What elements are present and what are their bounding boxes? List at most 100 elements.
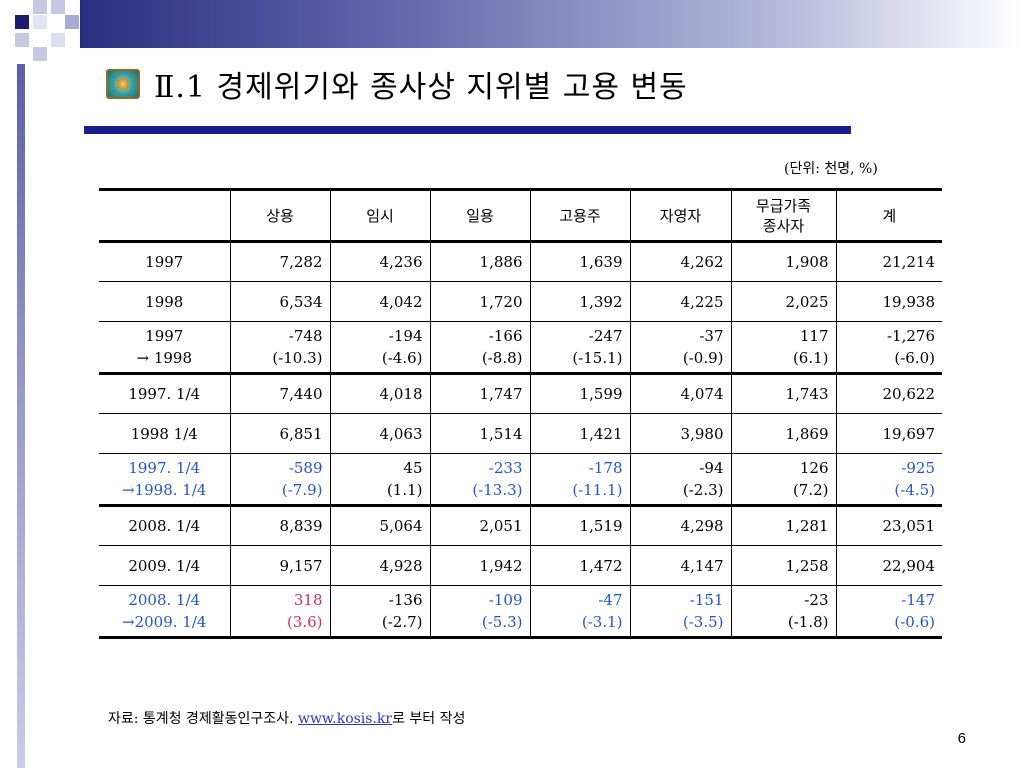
row-label: 2008. 1/4 →2009. 1/4 [99,585,230,638]
deco-square-7 [33,47,47,61]
deco-square-2 [51,0,65,14]
row-label: 2009. 1/4 [99,545,230,586]
table-cell: 1,392 [529,281,630,322]
table-cell: -589 (-7.9) [229,453,330,506]
table-cell: 5,064 [329,505,430,546]
row-label: 1997 [99,241,230,282]
page-title: Ⅱ.1 경제위기와 종사상 지위별 고용 변동 [154,70,688,105]
column-header: 고용주 [529,189,630,242]
column-header: 무급가족 종사자 [730,189,836,242]
deco-square-3 [65,15,79,29]
table-cell: 1,908 [730,241,836,282]
table-cell: 1,886 [429,241,530,282]
table-cell: -136 (-2.7) [329,585,430,638]
table-cell: 4,147 [629,545,731,586]
row-label: 1997. 1/4 [99,373,230,414]
page-number: 6 [957,730,966,747]
title-underline [84,126,851,134]
deco-square-1 [33,0,47,14]
deco-square-6 [51,33,65,47]
table-cell: 45 (1.1) [329,453,430,506]
left-vertical-bar [17,64,25,768]
globe-logo-icon [106,69,140,99]
table-cell: 4,262 [629,241,731,282]
table-row: 2009. 1/4 9,157 4,928 1,942 1,472 4,147 1,258 2… [99,545,942,586]
table-cell: -178 (-11.1) [529,453,630,506]
table-cell: -1,276 (-6.0) [835,321,942,374]
table-cell: 1,599 [529,373,630,414]
table-cell: 318 (3.6) [229,585,330,638]
row-label: 1998 1/4 [99,413,230,454]
table-cell: 2,025 [730,281,836,322]
table-cell: -109 (-5.3) [429,585,530,638]
title-row: Ⅱ.1 경제위기와 종사상 지위별 고용 변동 [106,64,688,105]
table-cell: 1,743 [730,373,836,414]
table-cell: 7,282 [229,241,330,282]
deco-square-5 [15,33,29,47]
table-cell: 2,051 [429,505,530,546]
column-header: 상용 [229,189,330,242]
table-cell: 1,942 [429,545,530,586]
table-cell: -925 (-4.5) [835,453,942,506]
table-cell: 4,928 [329,545,430,586]
table-cell: 4,063 [329,413,430,454]
column-header: 임시 [329,189,430,242]
table-cell: 4,236 [329,241,430,282]
table-cell: -748 (-10.3) [229,321,330,374]
table-row: 1998 6,534 4,042 1,720 1,392 4,225 2,025 19,938 [99,281,942,322]
employment-table: 상용 임시 일용 고용주 자영자 무급가족 종사자 계 1997 7,282 4,236 1,886… [99,188,942,639]
table-cell: 1,472 [529,545,630,586]
table-cell: 1,639 [529,241,630,282]
table-cell: 4,074 [629,373,731,414]
source-prefix: 자료: 통계청 경제활동인구조사. [108,711,298,727]
table-cell: 1,421 [529,413,630,454]
source-suffix: 로 부터 작성 [392,711,466,727]
table-cell: 19,938 [835,281,942,322]
row-label: 1997 → 1998 [99,321,230,374]
table-cell: 1,720 [429,281,530,322]
table-cell: 126 (7.2) [730,453,836,506]
header-corner-cell [99,189,230,242]
table-cell: -247 (-15.1) [529,321,630,374]
row-label: 2008. 1/4 [99,505,230,546]
unit-label: (단위: 천명, %) [784,161,878,177]
column-header: 자영자 [629,189,731,242]
table-cell: 8,839 [229,505,330,546]
table-cell: 1,281 [730,505,836,546]
table-cell: -47 (-3.1) [529,585,630,638]
table-cell: 1,514 [429,413,530,454]
table-cell: 1,747 [429,373,530,414]
source-note: 자료: 통계청 경제활동인구조사. www.kosis.kr로 부터 작성 [108,708,465,728]
table-cell: -23 (-1.8) [730,585,836,638]
table-cell: 22,904 [835,545,942,586]
table-header-row: 상용 임시 일용 고용주 자영자 무급가족 종사자 계 [99,189,942,242]
table-cell: 9,157 [229,545,330,586]
table-cell: 21,214 [835,241,942,282]
top-banner [80,0,1024,48]
table-cell: -194 (-4.6) [329,321,430,374]
table-cell: -166 (-8.8) [429,321,530,374]
table-row: 1998 1/4 6,851 4,063 1,514 1,421 3,980 1,869 19… [99,413,942,454]
column-header: 일용 [429,189,530,242]
table-cell: 4,042 [329,281,430,322]
table-cell: 20,622 [835,373,942,414]
table-cell: 1,258 [730,545,836,586]
table-cell: 3,980 [629,413,731,454]
table-row: 1997 → 1998 -748 (-10.3) -194 (-4.6) -166 (-8.8… [99,321,942,374]
table-cell: 117 (6.1) [730,321,836,374]
table-cell: 19,697 [835,413,942,454]
kosis-link[interactable]: www.kosis.kr [297,711,393,727]
table-cell: -94 (-2.3) [629,453,731,506]
column-header: 계 [835,189,942,242]
table-row: 1997. 1/4 →1998. 1/4 -589 (-7.9) 45 (1.1) -233… [99,453,942,506]
table-row: 1997 7,282 4,236 1,886 1,639 4,262 1,908 21,214 [99,241,942,282]
table-cell: -37 (-0.9) [629,321,731,374]
table-row: 2008. 1/4 →2009. 1/4 318 (3.6) -136 (-2.7) -10… [99,585,942,638]
table-cell: 4,298 [629,505,731,546]
table-cell: -151 (-3.5) [629,585,731,638]
table-row: 2008. 1/4 8,839 5,064 2,051 1,519 4,298 1,281 2… [99,505,942,546]
row-label: 1997. 1/4 →1998. 1/4 [99,453,230,506]
table-cell: 4,225 [629,281,731,322]
table-row: 1997. 1/4 7,440 4,018 1,747 1,599 4,074 1,743 2… [99,373,942,414]
deco-square-navy [15,15,29,29]
